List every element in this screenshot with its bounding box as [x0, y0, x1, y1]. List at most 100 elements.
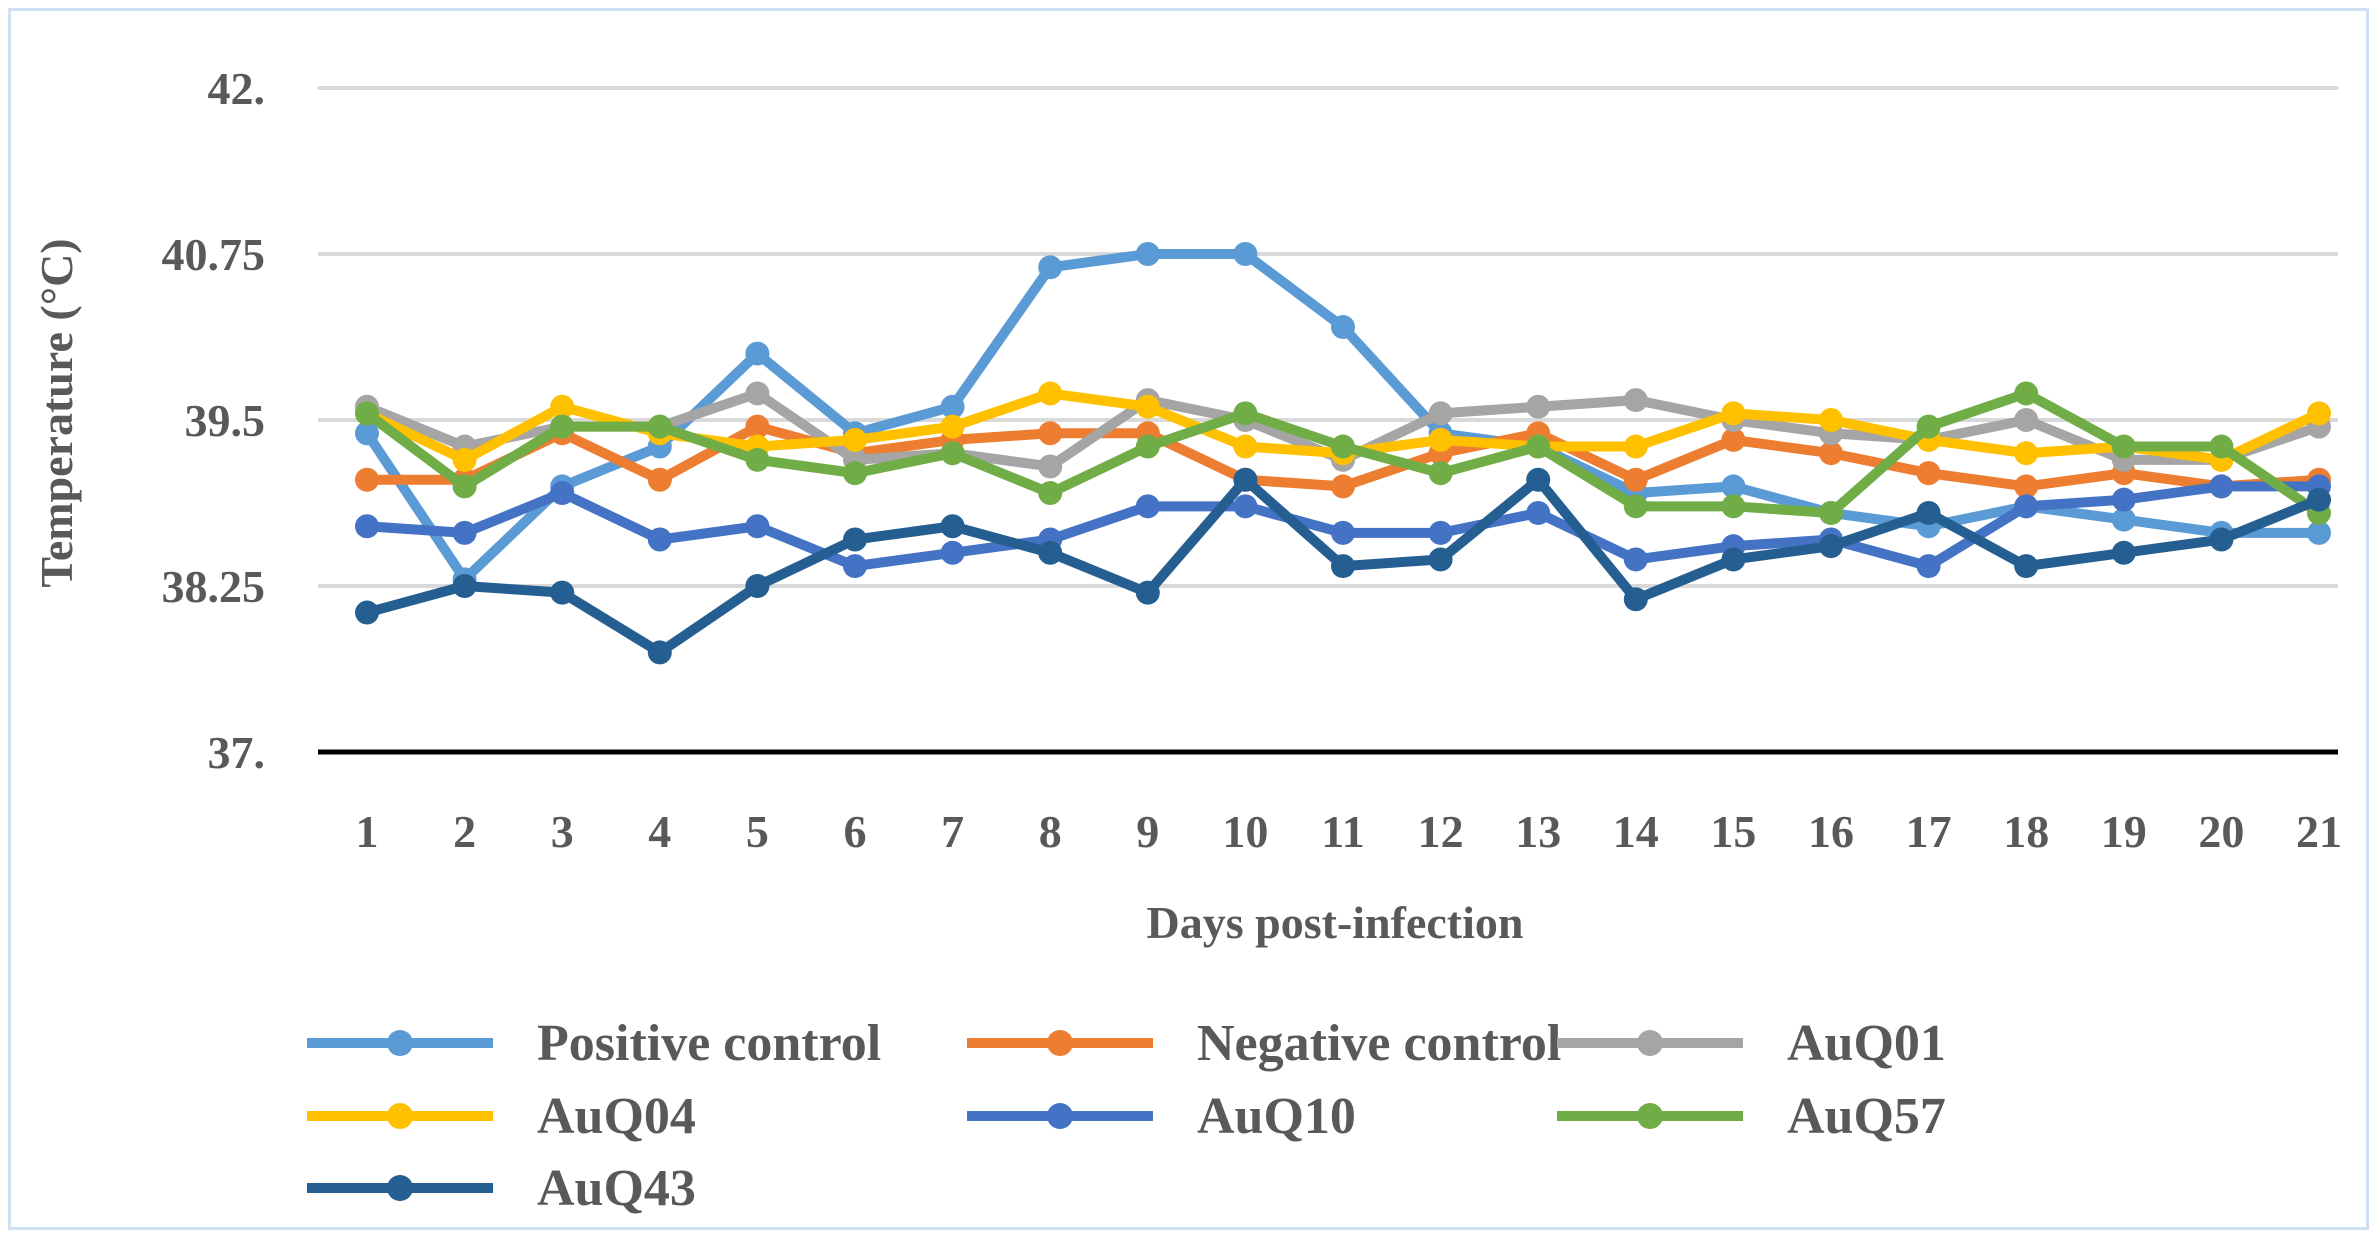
data-point	[1526, 500, 1551, 525]
data-point	[355, 421, 379, 446]
data-point	[1135, 580, 1160, 605]
data-point	[1233, 401, 1258, 426]
data-point	[745, 514, 770, 539]
x-tick-label: 21	[2296, 806, 2342, 857]
y-tick-label: 37.	[208, 727, 266, 778]
y-tick-label: 39.5	[185, 395, 266, 446]
data-point	[843, 554, 867, 579]
legend-item: AuQ01	[1557, 1015, 1946, 1072]
data-point	[1038, 381, 1063, 406]
data-point	[1526, 434, 1551, 459]
series-auq10	[355, 474, 2331, 579]
legend-marker	[1047, 1030, 1073, 1056]
data-point	[940, 540, 965, 565]
x-tick-label: 5	[746, 806, 769, 857]
legend: Positive control Negative control AuQ01 AuQ…	[307, 1015, 1946, 1217]
data-point	[2014, 494, 2039, 519]
data-point	[2014, 554, 2039, 579]
data-point	[1428, 427, 1453, 452]
data-point	[1038, 421, 1063, 446]
legend-label: AuQ04	[537, 1088, 696, 1145]
legend-marker	[387, 1175, 413, 1201]
x-tick-label: 3	[551, 806, 574, 857]
data-point	[1721, 547, 1746, 572]
legend-label: AuQ43	[537, 1160, 696, 1217]
data-point	[647, 640, 672, 665]
data-point	[1819, 441, 1843, 466]
data-point	[550, 481, 575, 506]
legend-label: AuQ57	[1787, 1088, 1946, 1145]
data-point	[2014, 474, 2039, 499]
data-point	[1721, 427, 1746, 452]
legend-label: AuQ01	[1787, 1015, 1946, 1072]
data-point	[1428, 520, 1453, 545]
x-tick-label: 9	[1136, 806, 1159, 857]
data-point	[452, 574, 477, 598]
data-point	[1135, 494, 1160, 519]
data-point	[1331, 554, 1355, 579]
x-tick-label: 11	[1321, 806, 1364, 857]
data-point	[1135, 434, 1160, 459]
data-point	[452, 520, 477, 545]
y-tick-label: 40.75	[162, 229, 266, 280]
data-point	[1623, 547, 1648, 572]
legend-marker	[1637, 1103, 1663, 1129]
y-tick-label: 38.25	[162, 561, 266, 612]
x-tick-label: 17	[1906, 806, 1952, 857]
data-point	[452, 474, 477, 499]
x-tick-label: 4	[648, 806, 671, 857]
data-point	[550, 394, 575, 419]
y-tick-label: 42.	[208, 63, 266, 114]
data-point	[1038, 481, 1063, 506]
data-point	[1135, 242, 1160, 266]
legend-marker	[387, 1030, 413, 1056]
data-point	[1526, 394, 1551, 419]
x-axis-ticks: 1 2 3 4 5 6 7 8 9 10 11 12 13 14 15 16 17 18 19 20 21	[356, 806, 2343, 857]
data-point	[843, 461, 867, 486]
data-point	[355, 467, 379, 492]
data-point	[1135, 394, 1160, 419]
data-point	[1623, 467, 1648, 492]
series-auq43	[355, 467, 2331, 665]
data-point	[550, 414, 575, 439]
data-point	[1428, 401, 1453, 426]
legend-item: Negative control	[967, 1015, 1561, 1072]
x-axis-label: Days post-infection	[1147, 897, 1524, 948]
y-axis-ticks: 37. 38.25 39.5 40.75 42.	[162, 63, 266, 778]
data-point	[1819, 500, 1843, 525]
legend-item: AuQ04	[307, 1088, 696, 1145]
data-point	[2307, 401, 2331, 426]
data-point	[647, 467, 672, 492]
data-point	[940, 514, 965, 539]
data-point	[2014, 408, 2039, 432]
data-point	[1526, 467, 1551, 492]
data-point	[1721, 474, 1746, 499]
data-point	[355, 401, 379, 426]
x-tick-label: 12	[1418, 806, 1464, 857]
data-point	[2111, 487, 2136, 512]
data-point	[2209, 474, 2234, 499]
chart-frame	[8, 8, 2369, 1230]
data-point	[1331, 474, 1355, 499]
x-tick-label: 16	[1808, 806, 1854, 857]
data-point	[745, 381, 770, 406]
legend-marker	[1047, 1103, 1073, 1129]
data-point	[1623, 494, 1648, 519]
legend-label: Negative control	[1197, 1015, 1561, 1072]
x-tick-label: 7	[941, 806, 964, 857]
data-point	[2209, 527, 2234, 552]
x-tick-label: 20	[2198, 806, 2244, 857]
data-point	[1623, 388, 1648, 413]
data-point	[1233, 467, 1258, 492]
data-point	[452, 447, 477, 472]
y-axis-label: Temperature (°C)	[31, 238, 82, 587]
data-point	[843, 427, 867, 452]
data-point	[1331, 315, 1355, 340]
x-tick-label: 6	[844, 806, 867, 857]
x-tick-label: 14	[1613, 806, 1659, 857]
data-point	[1721, 494, 1746, 519]
x-tick-label: 10	[1222, 806, 1268, 857]
data-point	[647, 527, 672, 552]
data-point	[1819, 408, 1843, 432]
